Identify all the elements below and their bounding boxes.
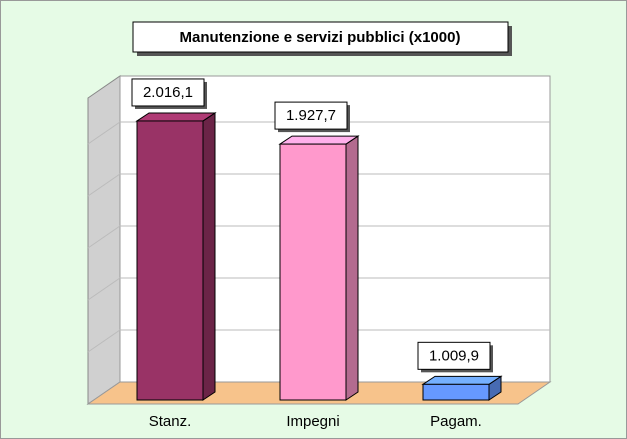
wall-line: [87, 173, 550, 197]
wall-line: [87, 121, 550, 145]
title-box: [132, 21, 509, 53]
x-tick-label: Stanz.: [149, 413, 192, 430]
value-label: 2.016,1: [143, 84, 193, 101]
bar: [136, 120, 204, 401]
value-label-box: [274, 101, 348, 130]
grid: [87, 121, 550, 353]
bar-side: [345, 135, 359, 401]
bar: [422, 383, 490, 401]
chart-title: Manutenzione e servizi pubblici (x1000): [180, 29, 461, 46]
x-tick-label: Pagam.: [430, 413, 482, 430]
value-label-box: [131, 78, 205, 107]
value-label-box: [417, 341, 491, 370]
value-label: 1.009,9: [429, 347, 479, 364]
bar-top: [278, 135, 360, 145]
bar-side: [202, 112, 216, 401]
wall-line: [87, 277, 550, 301]
x-tick-label: Impegni: [286, 413, 339, 430]
bar: [279, 143, 347, 401]
bar-top: [135, 112, 217, 122]
bar-top: [421, 375, 503, 385]
value-label: 1.927,7: [286, 107, 336, 124]
wall-line: [87, 329, 550, 353]
wall-line: [87, 225, 550, 249]
